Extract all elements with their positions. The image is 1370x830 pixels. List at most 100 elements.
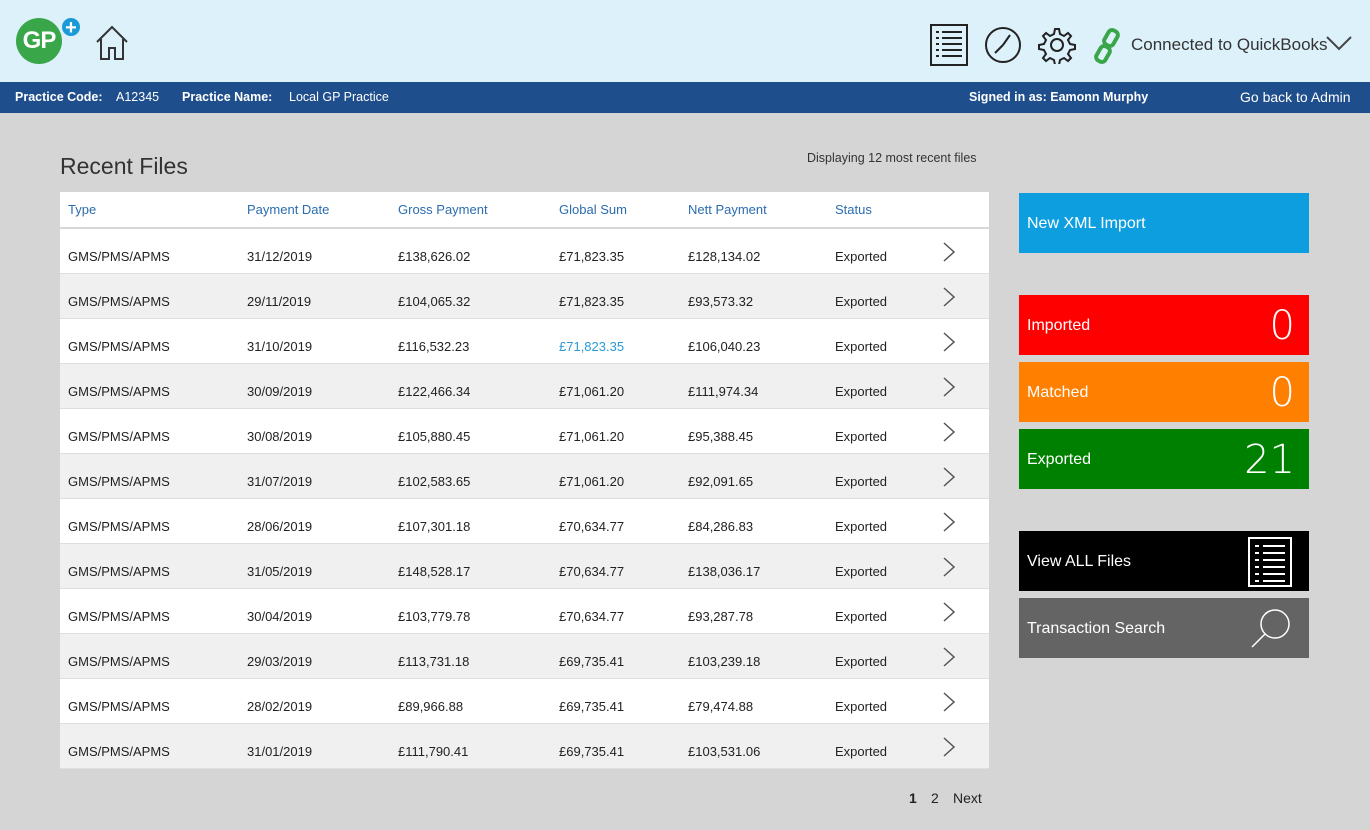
chevron-right-icon[interactable] — [942, 692, 956, 712]
cell-global-sum: £70,634.77 — [559, 519, 625, 534]
chevron-right-icon[interactable] — [942, 332, 956, 352]
table-row[interactable]: GMS/PMS/APMS 29/11/2019 £104,065.32 £71,823… — [60, 274, 989, 319]
chevron-right-icon[interactable] — [942, 422, 956, 442]
column-header-global-sum[interactable]: Global Sum — [559, 202, 627, 217]
list-icon — [1248, 537, 1292, 587]
cell-type: GMS/PMS/APMS — [68, 654, 170, 669]
transaction-search-label: Transaction Search — [1027, 620, 1166, 637]
cell-type: GMS/PMS/APMS — [68, 564, 170, 579]
imported-count: 0 — [1269, 303, 1295, 349]
chevron-right-icon[interactable] — [942, 557, 956, 577]
cell-global-sum: £70,634.77 — [559, 609, 625, 624]
table-row[interactable]: GMS/PMS/APMS 29/03/2019 £113,731.18 £69,735… — [60, 634, 989, 679]
cell-status: Exported — [835, 474, 888, 489]
display-count: Displaying 12 most recent files — [807, 151, 977, 165]
cell-type: GMS/PMS/APMS — [68, 609, 170, 624]
page-title: Recent Files — [60, 153, 188, 179]
practice-name-label: Practice Name: — [182, 90, 273, 104]
cell-gross-payment: £111,790.41 — [398, 744, 469, 759]
cell-status: Exported — [835, 339, 888, 354]
table-row[interactable]: GMS/PMS/APMS 31/07/2019 £102,583.65 £71,061… — [60, 454, 989, 499]
cell-nett-payment: £95,388.45 — [688, 429, 754, 444]
cell-payment-date: 30/09/2019 — [247, 384, 313, 399]
table-row[interactable]: GMS/PMS/APMS 31/01/2019 £111,790.41 £69,735… — [60, 724, 989, 769]
table-row[interactable]: GMS/PMS/APMS 31/05/2019 £148,528.17 £70,634… — [60, 544, 989, 589]
cell-status: Exported — [835, 564, 888, 579]
gear-icon[interactable] — [1038, 26, 1076, 64]
cell-nett-payment: £128,134.02 — [688, 249, 761, 264]
table-row[interactable]: GMS/PMS/APMS 30/08/2019 £105,880.45 £71,061… — [60, 409, 989, 454]
table-row[interactable]: GMS/PMS/APMS 28/06/2019 £107,301.18 £70,634… — [60, 499, 989, 544]
cell-type: GMS/PMS/APMS — [68, 294, 170, 309]
practice-name: Local GP Practice — [289, 90, 389, 104]
column-header-status[interactable]: Status — [835, 202, 872, 217]
table-row[interactable]: GMS/PMS/APMS 31/10/2019 £116,532.23 £71,823… — [60, 319, 989, 364]
page-1[interactable]: 1 — [909, 790, 917, 806]
cell-payment-date: 31/12/2019 — [247, 249, 313, 264]
cell-payment-date: 31/10/2019 — [247, 339, 313, 354]
cell-nett-payment: £103,239.18 — [688, 654, 761, 669]
cell-gross-payment: £89,966.88 — [398, 699, 464, 714]
chevron-right-icon[interactable] — [942, 287, 956, 307]
cell-global-sum: £71,061.20 — [559, 474, 625, 489]
cell-nett-payment: £84,286.83 — [688, 519, 754, 534]
transaction-search-button[interactable]: Transaction Search — [1019, 598, 1309, 658]
cell-gross-payment: £107,301.18 — [398, 519, 471, 534]
cell-type: GMS/PMS/APMS — [68, 249, 170, 264]
new-xml-import-button[interactable]: New XML Import — [1019, 193, 1309, 253]
go-back-to-admin-link[interactable]: Go back to Admin — [1240, 89, 1351, 105]
next-page-link[interactable]: Next — [953, 790, 982, 806]
chevron-right-icon[interactable] — [942, 242, 956, 262]
matched-tile[interactable]: Matched 0 — [1019, 362, 1309, 422]
cell-payment-date: 31/01/2019 — [247, 744, 313, 759]
cell-nett-payment: £79,474.88 — [688, 699, 754, 714]
clock-icon[interactable] — [984, 26, 1022, 64]
cell-global-sum: £71,061.20 — [559, 429, 625, 444]
cell-nett-payment: £92,091.65 — [688, 474, 754, 489]
chevron-right-icon[interactable] — [942, 602, 956, 622]
top-bar: GP + Connected to QuickBooks — [0, 0, 1370, 82]
imported-label: Imported — [1027, 317, 1091, 334]
cell-gross-payment: £122,466.34 — [398, 384, 471, 399]
cell-payment-date: 28/02/2019 — [247, 699, 313, 714]
imported-tile[interactable]: Imported 0 — [1019, 295, 1309, 355]
search-icon — [1251, 609, 1290, 648]
cell-nett-payment: £111,974.34 — [688, 384, 759, 399]
table-row[interactable]: GMS/PMS/APMS 31/12/2019 £138,626.02 £71,823… — [60, 229, 989, 274]
cell-gross-payment: £105,880.45 — [398, 429, 471, 444]
column-header-type[interactable]: Type — [68, 202, 97, 217]
view-all-files-button[interactable]: View ALL Files — [1019, 531, 1309, 591]
chevron-right-icon[interactable] — [942, 737, 956, 757]
connection-status[interactable]: Connected to QuickBooks — [1131, 35, 1328, 54]
chevron-right-icon[interactable] — [942, 512, 956, 532]
cell-status: Exported — [835, 744, 888, 759]
cell-payment-date: 28/06/2019 — [247, 519, 313, 534]
cell-status: Exported — [835, 384, 888, 399]
chevron-down-icon[interactable] — [1326, 34, 1352, 52]
gp-logo[interactable]: GP — [16, 18, 62, 64]
column-header-nett-payment[interactable]: Nett Payment — [688, 202, 767, 217]
cell-type: GMS/PMS/APMS — [68, 744, 170, 759]
column-header-payment-date[interactable]: Payment Date — [247, 202, 330, 217]
page-2[interactable]: 2 — [931, 790, 939, 806]
table-row[interactable]: GMS/PMS/APMS 30/04/2019 £103,779.78 £70,634… — [60, 589, 989, 634]
chevron-right-icon[interactable] — [942, 647, 956, 667]
cell-gross-payment: £104,065.32 — [398, 294, 471, 309]
cell-type: GMS/PMS/APMS — [68, 474, 170, 489]
home-icon[interactable] — [94, 24, 130, 62]
cell-status: Exported — [835, 699, 888, 714]
column-header-gross-payment[interactable]: Gross Payment — [398, 202, 488, 217]
chevron-right-icon[interactable] — [942, 467, 956, 487]
table-row[interactable]: GMS/PMS/APMS 30/09/2019 £122,466.34 £71,061… — [60, 364, 989, 409]
list-icon[interactable] — [930, 24, 968, 66]
cell-status: Exported — [835, 249, 888, 264]
chevron-right-icon[interactable] — [942, 377, 956, 397]
exported-tile[interactable]: Exported 21 — [1019, 429, 1309, 489]
link-icon[interactable] — [1094, 28, 1120, 64]
cell-payment-date: 29/11/2019 — [247, 294, 312, 309]
cell-gross-payment: £102,583.65 — [398, 474, 471, 489]
cell-nett-payment: £93,573.32 — [688, 294, 754, 309]
table-row[interactable]: GMS/PMS/APMS 28/02/2019 £89,966.88 £69,735.… — [60, 679, 989, 724]
cell-status: Exported — [835, 429, 888, 444]
cell-type: GMS/PMS/APMS — [68, 384, 170, 399]
